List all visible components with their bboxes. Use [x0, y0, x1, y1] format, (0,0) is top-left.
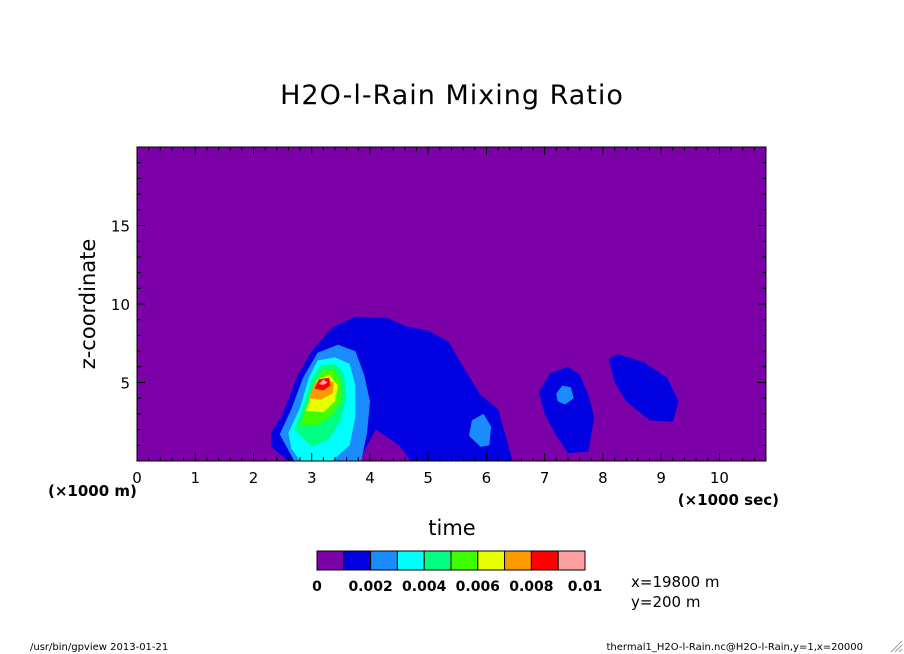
resize-grip-icon[interactable]: [890, 640, 903, 653]
colorbar-swatch: [504, 550, 532, 571]
colorbar-tick-label: 0.004: [402, 579, 447, 595]
x-position-info: x=19800 m: [631, 573, 720, 591]
colorbar-swatch: [450, 550, 479, 571]
plot-area: [136, 146, 767, 462]
colorbar-labels: 0 0.002 0.004 0.006 0.008 0.01: [312, 579, 602, 595]
y-position-info: y=200 m: [631, 593, 700, 611]
x-unit-label: (×1000 sec): [678, 491, 779, 509]
colorbar-swatch: [370, 550, 398, 571]
y-axis-ticks: [137, 162, 766, 446]
plot-frame: [136, 146, 767, 462]
x-tick-labels: 0 1 2 3 4 5 6 7 8 9 10: [132, 469, 729, 487]
contour-region-right-cell-level-1: [608, 354, 679, 422]
x-tick-label: 10: [710, 469, 729, 487]
x-tick-label: 4: [365, 469, 375, 487]
colorbar-tick-label: 0.006: [456, 579, 500, 595]
y-axis-label: z-coordinate: [76, 239, 100, 370]
chart-title: H2O-l-Rain Mixing Ratio: [280, 80, 624, 111]
y-tick-label: 5: [120, 375, 130, 393]
footer-right: thermal1_H2O-l-Rain.nc@H2O-l-Rain,y=1,x=…: [607, 642, 864, 653]
colorbar-swatch: [316, 550, 345, 571]
contour-regions: [271, 316, 679, 461]
colorbar-tick-label: 0.002: [348, 579, 392, 595]
y-tick-label: 15: [111, 218, 130, 236]
y-tick-label: 10: [111, 296, 130, 314]
x-tick-label: 1: [190, 469, 200, 487]
colorbar: [316, 550, 586, 571]
x-tick-label: 8: [598, 469, 608, 487]
colorbar-swatch: [423, 550, 452, 571]
x-tick-label: 6: [482, 469, 492, 487]
x-extra-unit-label: (×1000 m): [48, 482, 137, 500]
colorbar-swatch: [343, 550, 372, 571]
x-tick-label: 9: [656, 469, 666, 487]
contour-region-main-cell-level-9: [318, 379, 328, 385]
colorbar-swatch: [530, 550, 559, 571]
colorbar-swatch: [557, 550, 586, 571]
y-tick-labels: 5 10 15: [111, 218, 130, 393]
x-tick-label: 0: [132, 469, 142, 487]
colorbar-tick-label: 0: [312, 579, 322, 595]
footer-left: /usr/bin/gpview 2013-01-21: [30, 642, 168, 653]
contour-region-small-cell-level-2: [469, 413, 492, 447]
x-tick-label: 7: [540, 469, 550, 487]
colorbar-tick-label: 0.008: [509, 579, 553, 595]
contour-region-mid-cell-level-1: [538, 366, 595, 454]
x-tick-label: 5: [423, 469, 433, 487]
contour-region-mid-cell-level-2: [556, 385, 574, 405]
x-tick-label: 3: [307, 469, 317, 487]
colorbar-swatch: [396, 550, 425, 571]
x-axis-label: time: [428, 516, 475, 540]
x-tick-label: 2: [249, 469, 259, 487]
colorbar-tick-label: 0.01: [568, 579, 603, 595]
colorbar-swatch: [477, 550, 506, 571]
